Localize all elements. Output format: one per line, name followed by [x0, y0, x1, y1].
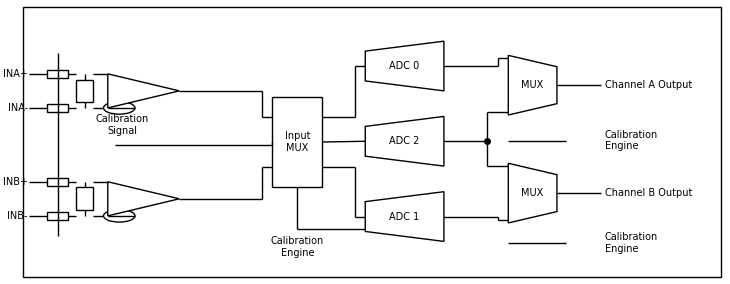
Polygon shape [365, 116, 444, 166]
Polygon shape [365, 192, 444, 241]
Text: INA-: INA- [7, 103, 28, 113]
Bar [47, 104, 69, 112]
Circle shape [104, 210, 135, 222]
Text: INB-: INB- [7, 211, 28, 221]
Bar [47, 212, 69, 220]
Text: Calibration
Engine: Calibration Engine [605, 232, 658, 254]
Polygon shape [108, 74, 180, 108]
Text: Input
MUX: Input MUX [285, 131, 310, 153]
Text: MUX: MUX [521, 188, 544, 198]
Bar [77, 187, 93, 210]
Text: Channel A Output: Channel A Output [605, 80, 692, 90]
Text: ADC 0: ADC 0 [390, 61, 420, 71]
Text: Calibration
Engine: Calibration Engine [271, 236, 324, 258]
Text: ADC 2: ADC 2 [389, 136, 420, 146]
Bar [77, 80, 93, 102]
Polygon shape [508, 55, 557, 115]
Text: MUX: MUX [521, 80, 544, 90]
Text: Calibration
Signal: Calibration Signal [96, 114, 149, 136]
Circle shape [104, 102, 135, 114]
Polygon shape [365, 41, 444, 91]
Text: Channel B Output: Channel B Output [605, 188, 692, 198]
Text: INA+: INA+ [3, 69, 28, 79]
Text: INB+: INB+ [3, 177, 28, 187]
Text: ADC 1: ADC 1 [390, 212, 420, 222]
Polygon shape [108, 182, 180, 216]
Polygon shape [508, 163, 557, 223]
Bar [272, 97, 323, 187]
Bar [47, 178, 69, 186]
Bar [47, 70, 69, 78]
Text: Calibration
Engine: Calibration Engine [605, 130, 658, 151]
